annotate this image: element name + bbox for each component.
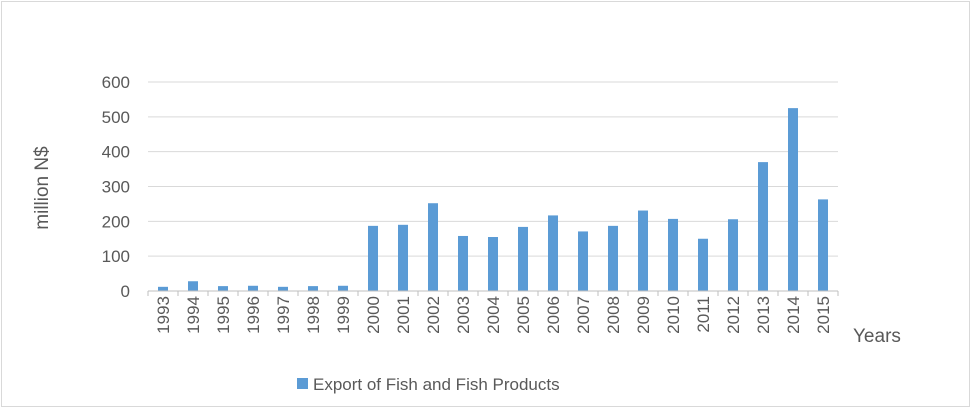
bar-2012 <box>728 219 738 291</box>
bar-2011 <box>698 238 708 291</box>
y-tick-label: 200 <box>102 212 130 231</box>
bar-2005 <box>518 226 528 291</box>
x-tick-label: 1997 <box>274 296 293 334</box>
bar-2007 <box>578 231 588 291</box>
x-tick-label: 2014 <box>784 296 803 334</box>
y-tick-label: 100 <box>102 247 130 266</box>
bar-1999 <box>338 285 348 291</box>
bar-2010 <box>668 218 678 291</box>
legend: Export of Fish and Fish Products <box>297 375 560 394</box>
y-tick-label: 400 <box>102 143 130 162</box>
x-tick-label: 2003 <box>454 296 473 334</box>
bar-2015 <box>818 199 828 291</box>
y-axis-label: million N$ <box>32 146 53 230</box>
x-tick-label: 2006 <box>544 296 563 334</box>
x-tick-label: 1994 <box>184 296 203 334</box>
x-tick-label: 1996 <box>244 296 263 334</box>
bar-1997 <box>278 286 288 291</box>
bar-2000 <box>368 225 378 291</box>
bars <box>158 108 828 291</box>
x-tick-label: 2007 <box>574 296 593 334</box>
bar-2013 <box>758 162 768 291</box>
bar-1995 <box>218 286 228 291</box>
y-tick-label: 500 <box>102 108 130 127</box>
legend-label: Export of Fish and Fish Products <box>313 375 560 394</box>
x-tick-label: 1993 <box>154 296 173 334</box>
bar-1996 <box>248 285 258 291</box>
y-tick-labels: 0 100 200 300 400 500 600 <box>102 73 130 301</box>
x-tick-label: 1999 <box>334 296 353 334</box>
x-tick-label: 2010 <box>664 296 683 334</box>
x-tick-label: 2015 <box>814 296 833 334</box>
x-tick-label: 2013 <box>754 296 773 334</box>
bar-2008 <box>608 225 618 291</box>
x-tick-label: 2004 <box>484 296 503 334</box>
x-tick-label: 2002 <box>424 296 443 334</box>
bar-2006 <box>548 215 558 291</box>
x-tick-label: 1998 <box>304 296 323 334</box>
bar-1998 <box>308 286 318 291</box>
y-tick-label: 300 <box>102 178 130 197</box>
bar-2001 <box>398 224 408 291</box>
x-tick-label: 2001 <box>394 296 413 334</box>
x-tick-label: 1995 <box>214 296 233 334</box>
x-tick-label: 2005 <box>514 296 533 334</box>
x-axis-label: Years <box>853 326 901 347</box>
legend-swatch <box>297 378 308 389</box>
x-tick-labels: 1993 1994 1995 1996 1997 1998 1999 2000 2001 2002… <box>147 291 839 334</box>
y-tick-label: 600 <box>102 73 130 92</box>
bar-2003 <box>458 235 468 291</box>
x-tick-label: 2008 <box>604 296 623 334</box>
bar-2004 <box>488 237 498 291</box>
y-tick-label: 0 <box>121 282 130 301</box>
x-tick-label: 2011 <box>694 296 713 333</box>
x-tick-label: 2000 <box>364 296 383 334</box>
x-tick-label: 2012 <box>724 296 743 334</box>
bar-2009 <box>638 210 648 291</box>
bar-2002 <box>428 203 438 291</box>
bar-1994 <box>188 281 198 291</box>
gridlines <box>148 81 838 257</box>
bar-2014 <box>788 108 798 291</box>
x-tick-label: 2009 <box>634 296 653 334</box>
bar-1993 <box>158 286 168 291</box>
